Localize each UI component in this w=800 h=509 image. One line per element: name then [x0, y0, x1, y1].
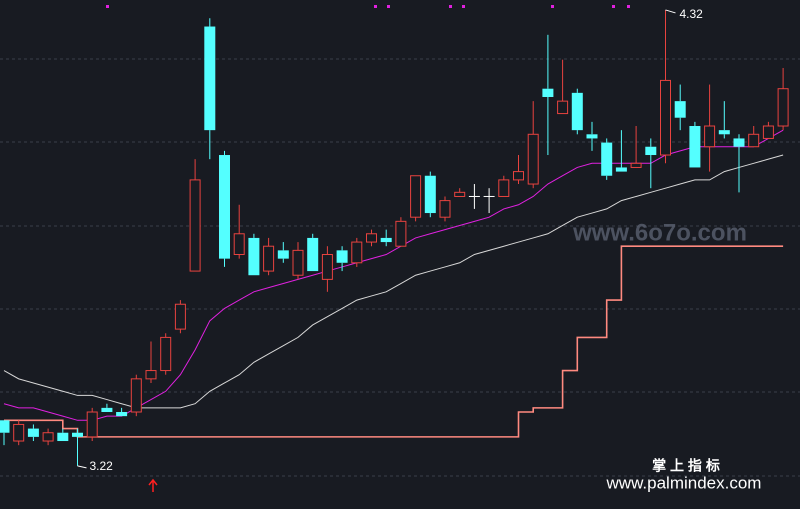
- candle-body: [219, 155, 230, 259]
- candle-body: [777, 88, 789, 127]
- candle-body: [704, 125, 716, 148]
- candle-body: [189, 179, 201, 272]
- dot: [387, 5, 390, 8]
- candle-body: [439, 200, 451, 218]
- candle-body: [366, 233, 377, 243]
- candle-body: [454, 191, 466, 197]
- indicator-line: [4, 245, 784, 438]
- candle-body: [601, 142, 613, 176]
- candle-body: [468, 195, 480, 197]
- candle-body: [527, 133, 539, 185]
- candle-body: [571, 92, 583, 131]
- watermark: 掌 上 指 标: [652, 458, 720, 474]
- candle-body: [718, 130, 730, 135]
- candle-body: [336, 250, 348, 263]
- watermark: www.6o7o.com: [572, 219, 747, 246]
- candle-body: [101, 407, 113, 413]
- candle-body: [160, 336, 172, 372]
- candle-body: [86, 411, 98, 438]
- dot: [627, 5, 630, 8]
- candle-body: [410, 175, 422, 218]
- watermark: www.palmindex.com: [606, 473, 762, 492]
- candle-body: [27, 428, 39, 437]
- dot: [106, 5, 109, 8]
- dot: [374, 5, 377, 8]
- candle-body: [762, 125, 774, 139]
- candle-body: [586, 134, 598, 139]
- candle-body: [674, 101, 686, 118]
- high-label: 4.32: [680, 7, 704, 21]
- signal-arrow: [148, 478, 158, 492]
- candle-body: [263, 245, 275, 272]
- candle-body: [733, 138, 745, 147]
- low-label: 3.22: [90, 459, 114, 473]
- candle-body: [615, 167, 627, 172]
- candle-body: [174, 303, 186, 330]
- candle-body: [748, 133, 760, 148]
- candle-body: [498, 179, 510, 197]
- candle-body: [145, 370, 157, 380]
- candle-body: [233, 233, 245, 255]
- candle-body: [116, 412, 128, 417]
- dot: [551, 5, 554, 8]
- candle-body: [483, 195, 495, 197]
- candle-body: [380, 237, 392, 243]
- candle-body: [630, 162, 642, 168]
- candle-body: [277, 250, 289, 259]
- candle-body: [130, 378, 142, 413]
- candle-body: [645, 146, 657, 156]
- annotation-leader: [665, 9, 676, 14]
- candle-body: [689, 126, 701, 168]
- candle-body: [13, 423, 25, 442]
- candle-body: [0, 420, 10, 433]
- candle-body: [351, 241, 363, 264]
- candle-body: [292, 249, 304, 276]
- candle-body: [57, 432, 69, 442]
- signal-dots: [106, 5, 630, 8]
- dot: [462, 5, 465, 8]
- candle-body: [660, 79, 671, 156]
- dot: [612, 5, 615, 8]
- candle-body: [307, 237, 319, 272]
- candle-body: [424, 175, 436, 214]
- candle-body: [513, 171, 524, 181]
- candle-body: [248, 237, 260, 276]
- candle-body: [321, 254, 333, 280]
- dot: [449, 5, 452, 8]
- candle-body: [557, 100, 569, 115]
- annotation-leader: [77, 465, 87, 469]
- candle-body: [395, 220, 407, 247]
- candle-body: [72, 432, 83, 437]
- candle-body: [42, 432, 54, 442]
- candle-body: [542, 88, 554, 97]
- candle-body: [204, 26, 216, 131]
